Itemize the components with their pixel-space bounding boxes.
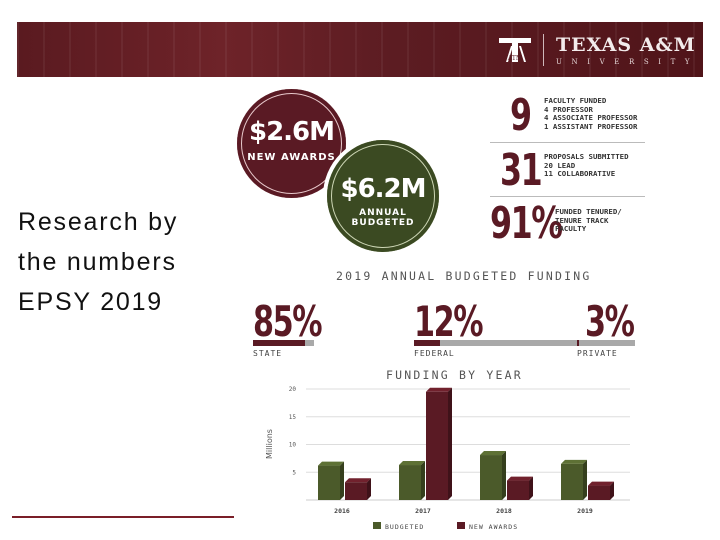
stat-divider [490,196,645,197]
funded-faculty-value: 91% [490,198,563,249]
bar [318,465,340,500]
stat-line: TENURE TRACK [555,215,609,225]
slide-title: Research by the numbers EPSY 2019 [18,202,178,322]
annual-budgeted-value: $6.2M [340,174,426,204]
bar-side [340,461,344,500]
x-tick-label: 2016 [334,507,350,515]
stat-line: 11 COLLABORATIVE [544,169,616,178]
private-percent: 3% [585,297,635,346]
stat-line: 4 PROFESSOR [544,104,593,114]
legend-label: NEW AWARDS [469,523,518,531]
federal-bar-fill [414,340,440,346]
chart-title: FUNDING BY YEAR [386,368,523,382]
bar [426,391,448,500]
new-awards-value: $2.6M [248,117,335,147]
title-underline [12,516,234,518]
slide-title-line: the numbers [18,248,177,276]
logo-monogram: ATM [507,55,522,62]
slide-title-line: EPSY 2019 [18,288,164,316]
stat-line: PROPOSALS SUBMITTED [544,152,629,161]
bar-top [561,459,587,464]
new-awards-badge: $2.6M NEW AWARDS [237,89,346,198]
bar-top [318,461,344,466]
faculty-funded-details: FACULTY FUNDED 4 PROFESSOR 4 ASSOCIATE P… [544,96,638,131]
bar [345,482,367,500]
funding-by-year-chart: Millions 5 10 15 20 2016 2017 2018 2019 BUDGETED N… [265,386,630,531]
legend-label: BUDGETED [385,523,424,531]
y-axis-label: Millions [265,429,274,459]
bar-top [507,476,533,481]
x-tick-label: 2017 [415,507,431,515]
stat-divider [490,142,645,143]
proposals-value: 31 [500,145,543,196]
bar [480,455,502,500]
logo-separator [543,34,544,66]
y-tick-label: 5 [292,469,296,476]
university-name: TEXAS A&M [556,34,696,56]
bar-top [480,451,506,456]
bar [507,480,529,500]
private-bar [577,340,635,346]
proposals-details: PROPOSALS SUBMITTED 20 LEAD 11 COLLABORA… [544,152,629,179]
legend-swatch [373,522,381,529]
stat-line: 4 ASSOCIATE PROFESSOR [544,113,638,122]
university-subtitle: UNIVERSITY [556,58,700,66]
federal-label: FEDERAL [414,349,455,358]
y-tick-label: 10 [289,442,297,449]
bar [588,485,610,500]
y-tick-label: 20 [289,386,297,393]
bar-side [448,387,452,500]
bar-side [610,481,614,500]
federal-bar [414,340,629,346]
stat-line: FACULTY [555,224,587,233]
stat-line: FACULTY FUNDED [544,96,607,105]
x-tick-label: 2018 [496,507,512,515]
private-label: PRIVATE [577,349,618,358]
header-banner [17,22,703,77]
bar-top [588,481,614,486]
bar [399,465,421,500]
slide-title-line: Research by [18,208,179,236]
atm-logo-icon: ATM [499,38,531,62]
bar-side [367,478,371,500]
stat-line: FUNDED TENURED/ [555,207,622,216]
y-tick-label: 15 [289,414,297,421]
funding-section-title: 2019 ANNUAL BUDGETED FUNDING [336,269,592,283]
bar-top [345,478,371,483]
stat-line: 1 ASSISTANT PROFESSOR [544,121,638,131]
faculty-funded-value: 9 [510,90,532,141]
federal-percent: 12% [414,297,483,346]
state-percent: 85% [253,297,322,346]
state-label: STATE [253,349,283,358]
state-bar-fill [253,340,305,346]
bar-top [399,461,425,466]
bar [561,463,583,500]
bar-side [421,461,425,500]
bar-side [583,459,587,500]
annual-budgeted-label: ANNUAL BUDGETED [351,208,415,228]
stat-line: 20 LEAD [544,160,576,170]
state-bar [253,340,314,346]
bar-side [502,451,506,500]
funded-faculty-details: FUNDED TENURED/ TENURE TRACK FACULTY [555,207,622,234]
private-bar-fill [577,340,579,346]
bar-top [426,387,452,392]
legend-swatch [457,522,465,529]
bar-side [529,476,533,500]
annual-budgeted-badge: $6.2M ANNUAL BUDGETED [327,140,439,252]
x-tick-label: 2019 [577,507,593,515]
new-awards-label: NEW AWARDS [247,152,336,163]
